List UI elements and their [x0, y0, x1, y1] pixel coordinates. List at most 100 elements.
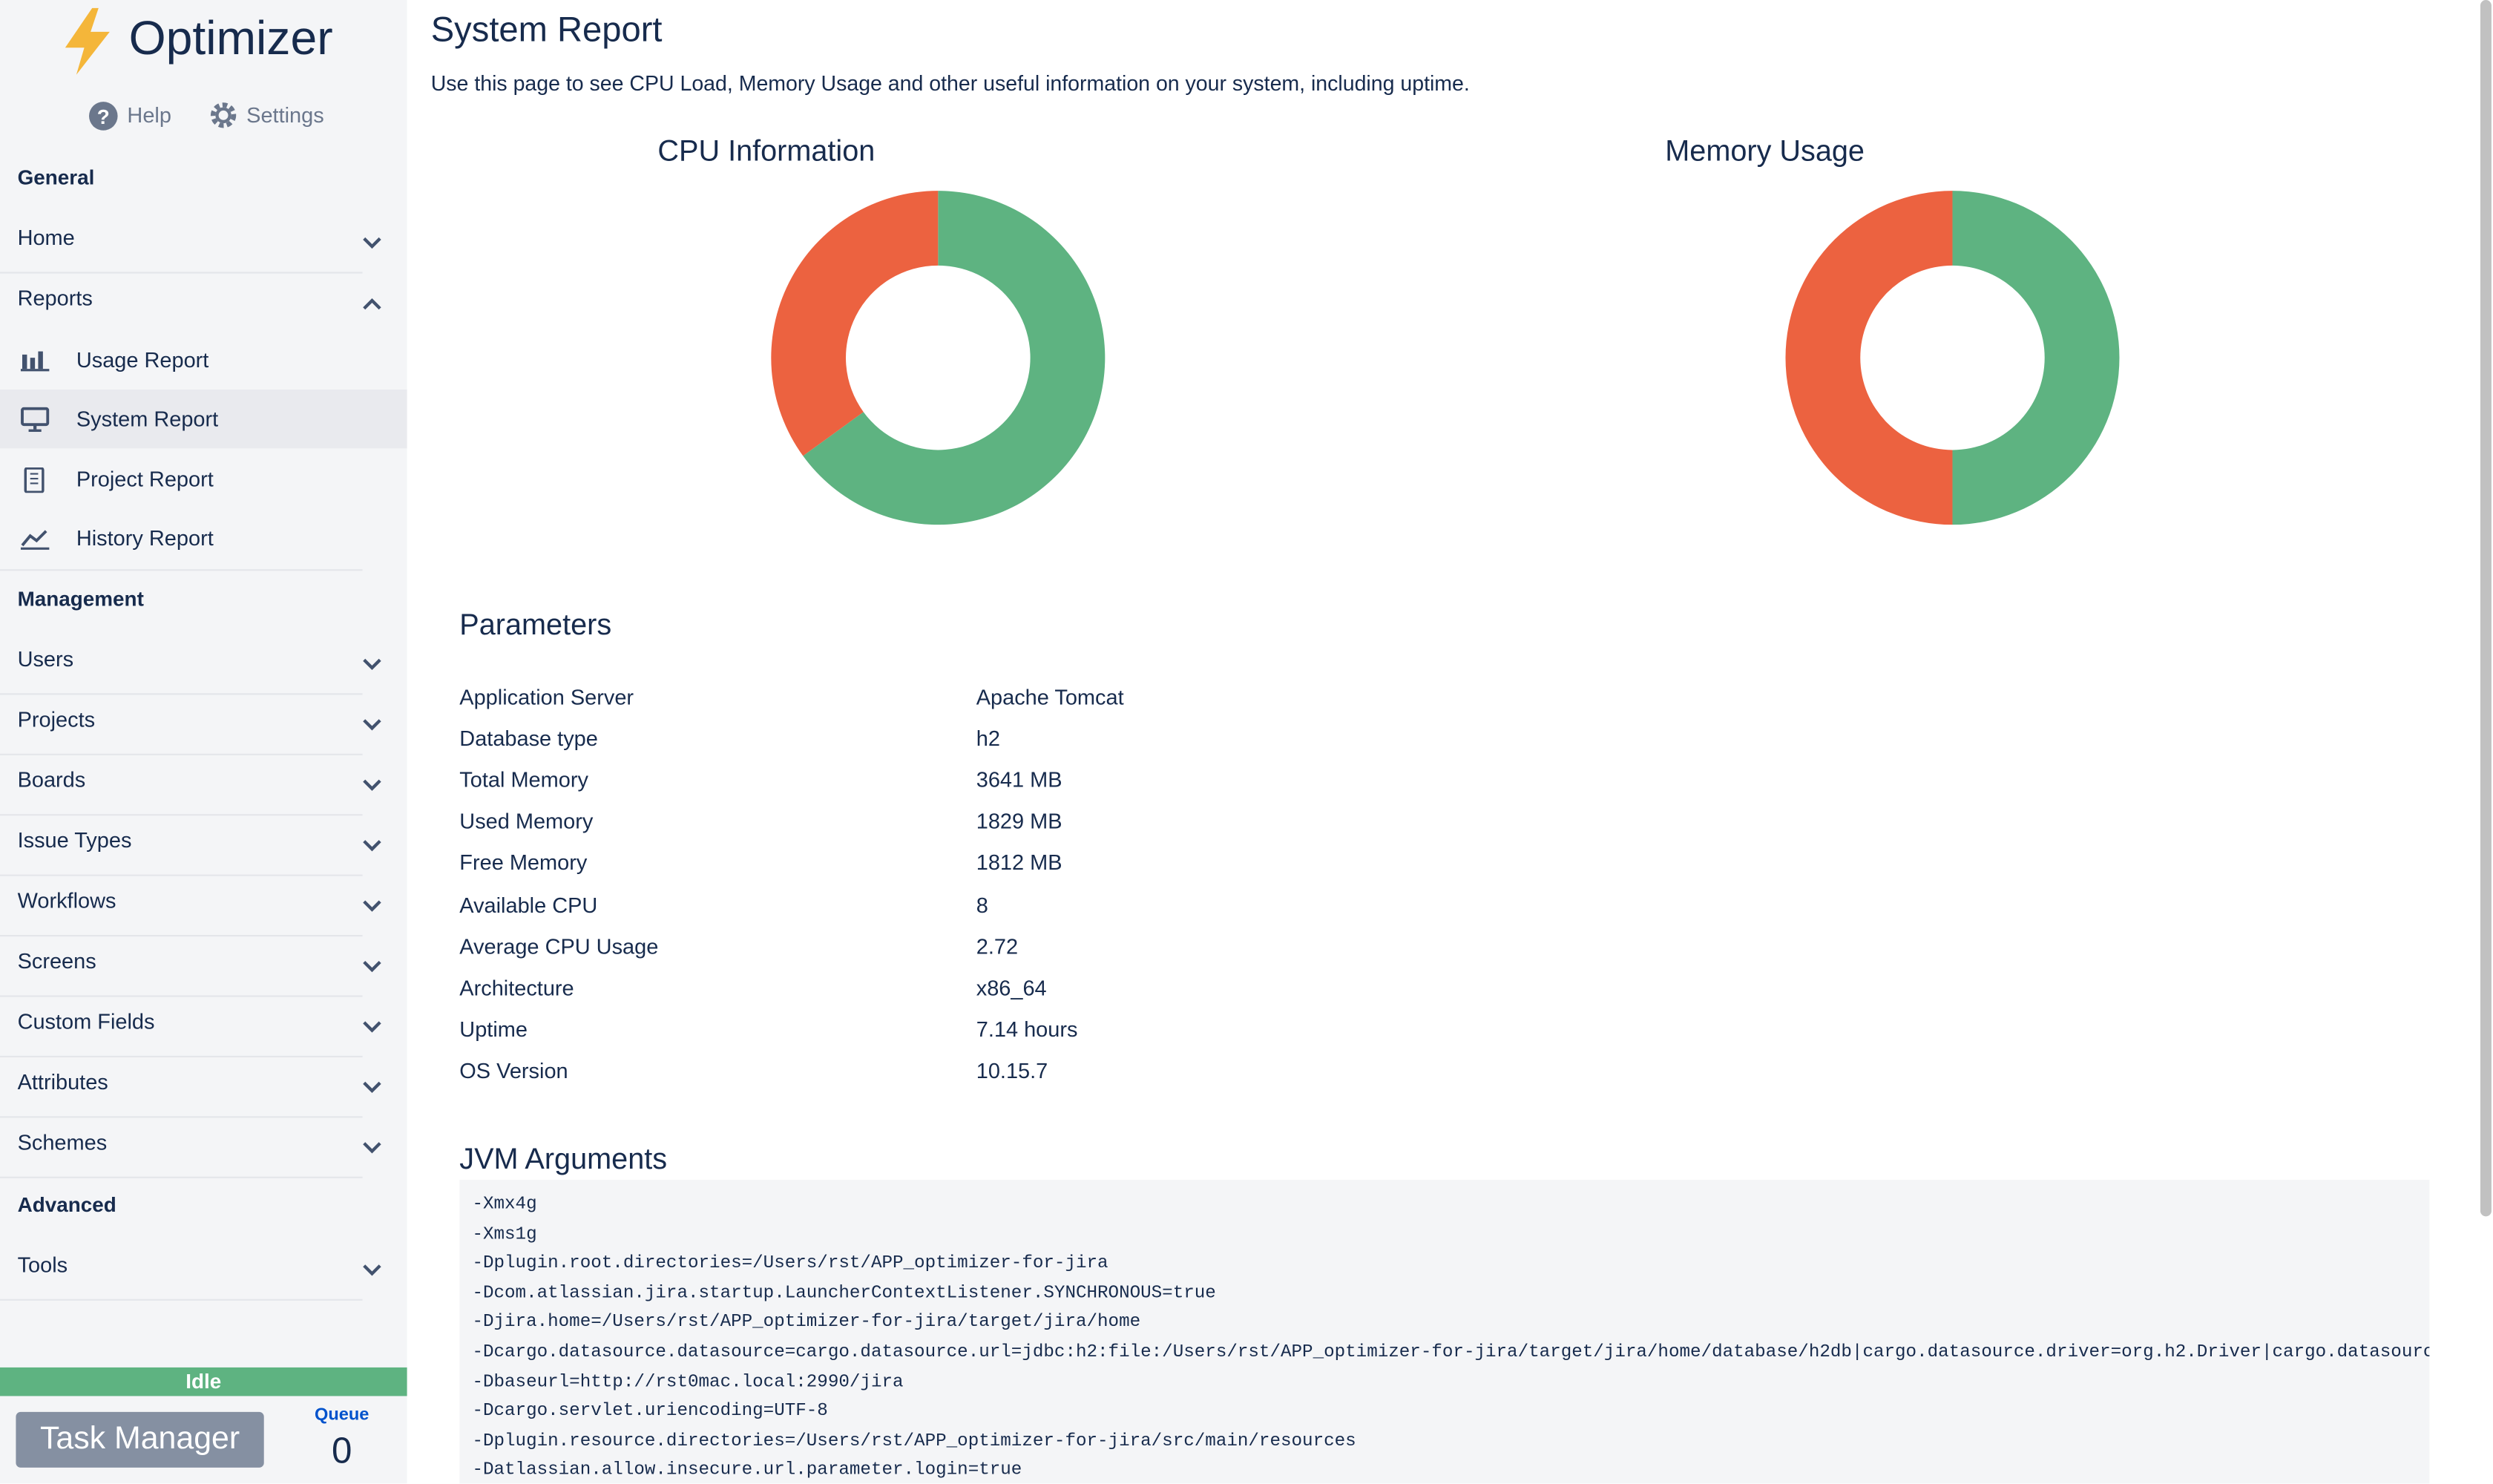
nav-item[interactable]: Boards — [17, 767, 86, 792]
help-icon[interactable]: ? — [88, 100, 119, 132]
param-name: Used Memory — [459, 810, 594, 834]
chevron[interactable] — [361, 893, 383, 922]
nav-item[interactable]: Projects — [17, 706, 96, 731]
section-heading: Management — [17, 585, 144, 611]
param-name: Application Server — [459, 685, 634, 709]
code-line: -Dcom.atlassian.jira.startup.LauncherCon… — [472, 1284, 1216, 1304]
param-value: 3641 MB — [976, 768, 1062, 792]
param-name: Architecture — [459, 976, 574, 1000]
charts: CPU Information Memory Usage — [657, 134, 2120, 525]
param-value: 7.14 hours — [976, 1017, 1078, 1042]
code-line: -Dcargo.datasource.datasource=cargo.data… — [472, 1343, 2430, 1363]
chart-title: CPU Information — [657, 134, 875, 167]
logo-icon — [65, 7, 110, 75]
code-line: -Datlassian.allow.insecure.url.parameter… — [472, 1462, 1022, 1481]
separator — [0, 1055, 363, 1057]
chevron[interactable] — [361, 1074, 383, 1103]
code-line: -Dbaseurl=http://rst0mac.local:2990/jira — [472, 1373, 904, 1393]
param-value: Apache Tomcat — [976, 685, 1124, 709]
param-name: Database type — [459, 726, 598, 751]
code-line: -Dplugin.root.directories=/Users/rst/APP… — [472, 1255, 1108, 1274]
nav-item[interactable]: Issue Types — [17, 827, 132, 852]
separator — [0, 813, 363, 815]
donut-slice — [1785, 191, 1953, 525]
param-name: Uptime — [459, 1017, 528, 1042]
nav-item[interactable]: Schemes — [17, 1129, 108, 1154]
page-description: Use this page to see CPU Load, Memory Us… — [430, 71, 1470, 96]
queue-count: 0 — [331, 1429, 352, 1471]
page-title: System Report — [430, 9, 663, 50]
nav-subitem[interactable]: System Report — [76, 407, 219, 432]
separator — [0, 1175, 363, 1178]
nav-item[interactable]: Workflows — [17, 888, 116, 913]
donut-slice — [1952, 191, 2120, 525]
chevron[interactable] — [361, 772, 383, 801]
donut-slice — [803, 191, 1106, 525]
separator — [0, 692, 363, 695]
code-line: -Xmx4g — [472, 1195, 537, 1215]
param-name: OS Version — [459, 1058, 568, 1083]
code-line: -Dplugin.resource.directories=/Users/rst… — [472, 1432, 1356, 1452]
separator — [0, 1298, 363, 1301]
separator — [0, 752, 363, 755]
settings-link[interactable]: Settings — [246, 103, 324, 128]
nav-item[interactable]: Reports — [17, 286, 93, 310]
chevron[interactable] — [361, 1135, 383, 1163]
nav-subitem[interactable]: Usage Report — [76, 348, 209, 372]
separator — [0, 568, 363, 571]
section-heading: Advanced — [17, 1192, 116, 1216]
chevron[interactable] — [361, 953, 383, 982]
chevron[interactable] — [361, 1257, 383, 1286]
nav-subitem[interactable]: Project Report — [76, 467, 214, 491]
help-link[interactable]: Help — [127, 103, 171, 128]
settings-icon[interactable] — [208, 100, 239, 131]
param-name: Free Memory — [459, 851, 588, 876]
status-bar: Idle — [0, 1367, 407, 1396]
chevron[interactable] — [361, 291, 383, 320]
param-value: h2 — [976, 726, 1000, 751]
code-line: -Dcargo.servlet.uriencoding=UTF-8 — [472, 1402, 828, 1422]
param-name: Total Memory — [459, 768, 588, 792]
queue-label: Queue — [315, 1405, 369, 1425]
separator — [0, 1115, 363, 1117]
nav-item[interactable]: Screens — [17, 948, 96, 973]
chart-title: Memory Usage — [1665, 134, 1865, 167]
chevron[interactable] — [361, 833, 383, 861]
nav-icon — [20, 348, 50, 381]
nav-subitem[interactable]: History Report — [76, 526, 214, 551]
svg-text:?: ? — [97, 105, 110, 128]
task-manager-button[interactable]: Task Manager — [16, 1411, 264, 1468]
param-name: Average CPU Usage — [459, 934, 659, 959]
selected-highlight — [0, 390, 407, 450]
param-name: Available CPU — [459, 893, 598, 917]
code-line: -Djira.home=/Users/rst/APP_optimizer-for… — [472, 1313, 1141, 1333]
nav-icon — [21, 407, 50, 441]
nav-item[interactable]: Users — [17, 646, 74, 671]
chevron[interactable] — [361, 231, 383, 260]
param-value: 10.15.7 — [976, 1058, 1048, 1083]
chevron[interactable] — [361, 712, 383, 741]
nav-icon — [21, 466, 50, 501]
section-title: JVM Arguments — [459, 1141, 668, 1175]
separator — [0, 272, 363, 274]
chevron[interactable] — [361, 651, 383, 680]
param-value: 1812 MB — [976, 851, 1062, 876]
code-line: -Xms1g — [472, 1225, 537, 1245]
separator — [0, 873, 363, 876]
param-value: 2.72 — [976, 934, 1019, 959]
app-name: Optimizer — [128, 13, 333, 65]
section-title: Parameters — [459, 607, 612, 641]
section-heading: General — [17, 165, 95, 190]
nav-item[interactable]: Tools — [17, 1252, 68, 1276]
scrollbar[interactable] — [2480, 0, 2492, 1217]
nav-icon — [20, 527, 50, 560]
separator — [0, 994, 363, 997]
nav-item[interactable]: Attributes — [17, 1069, 108, 1094]
chevron[interactable] — [361, 1014, 383, 1043]
sidebar: Optimizer ? Help Settings Idle Task Mana… — [0, 0, 407, 1484]
nav-item[interactable]: Home — [17, 226, 75, 250]
code-block: -Xmx4g -Xms1g -Dplugin.root.directories=/U… — [459, 1180, 2430, 1484]
param-value: 1829 MB — [976, 810, 1062, 834]
nav-item[interactable]: Custom Fields — [17, 1008, 155, 1034]
